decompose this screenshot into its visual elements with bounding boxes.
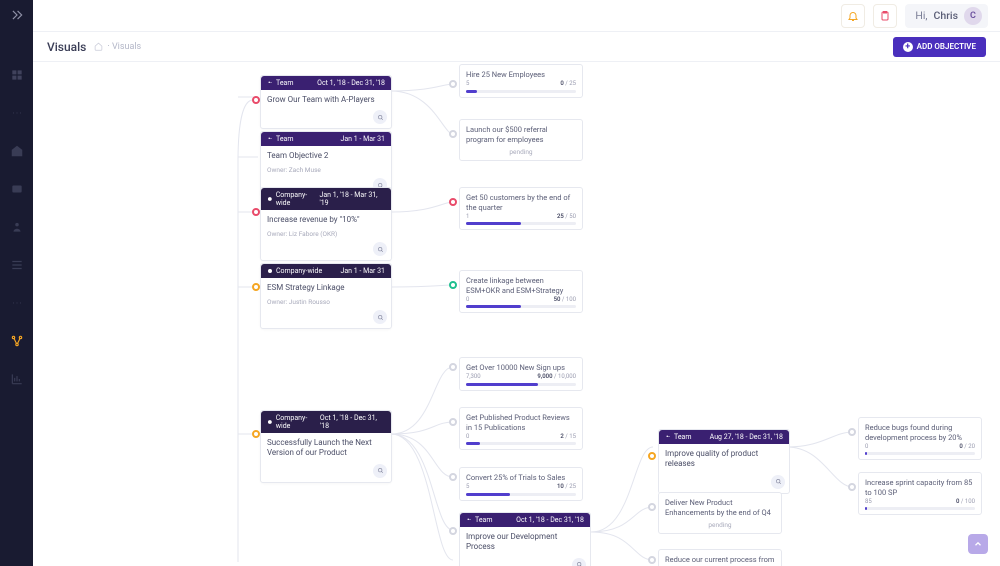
nav-dashboard-icon[interactable] (8, 66, 26, 84)
plus-icon: + (903, 42, 913, 52)
objective-card[interactable]: Company-wideJan 1, '18 - Mar 31, '19 Inc… (260, 187, 392, 261)
nav-item-4[interactable] (8, 180, 26, 198)
key-result-card[interactable]: Hire 25 New Employees 50 / 25 (459, 64, 583, 98)
status-dot (252, 283, 260, 291)
zoom-button[interactable] (373, 110, 387, 124)
team-icon (267, 80, 273, 86)
status-dot (449, 473, 457, 481)
breadcrumb-text: · Visuals (107, 42, 141, 52)
key-result-card[interactable]: Get Published Product Reviews in 15 Publ… (459, 407, 583, 450)
key-result-card[interactable]: Increase sprint capacity from 85 to 100 … (858, 472, 982, 515)
zoom-button[interactable] (373, 310, 387, 324)
nav-item-6[interactable] (8, 256, 26, 274)
objective-card[interactable]: TeamOct 1, '18 - Dec 31, '18 Grow Our Te… (260, 75, 392, 129)
company-icon (267, 196, 273, 202)
key-result-card[interactable]: Create linkage between ESM+OKR and ESM+S… (459, 270, 583, 313)
nav-item-2[interactable] (8, 104, 26, 122)
team-icon (267, 136, 273, 142)
status-dot (252, 208, 260, 216)
company-icon (267, 268, 273, 274)
scroll-top-button[interactable] (968, 534, 988, 554)
objective-card[interactable]: TeamAug 27, '18 - Dec 31, '18 Improve qu… (658, 429, 790, 494)
breadcrumb[interactable]: · Visuals (94, 42, 141, 52)
status-dot (648, 556, 656, 564)
key-result-card[interactable]: Convert 25% of Trials to Sales 510 / 25 (459, 467, 583, 501)
notifications-button[interactable] (841, 4, 865, 28)
status-dot (449, 418, 457, 426)
page-header: Visuals · Visuals + ADD OBJECTIVE (33, 32, 1000, 62)
main-area: Hi, Chris C Visuals · Visuals + ADD OBJE… (33, 0, 1000, 566)
zoom-button[interactable] (373, 242, 387, 256)
status-dot (449, 130, 457, 138)
status-dot (449, 80, 457, 88)
topbar: Hi, Chris C (33, 0, 1000, 32)
zoom-button[interactable] (771, 475, 785, 489)
status-dot (449, 281, 457, 289)
key-result-card[interactable]: Get 50 customers by the end of the quart… (459, 187, 583, 230)
status-dot (449, 198, 457, 206)
objective-card[interactable]: Company-wideJan 1 - Mar 31 ESM Strategy … (260, 263, 392, 329)
home-icon (94, 42, 103, 51)
status-dot (648, 452, 656, 460)
nav-item-5[interactable] (8, 218, 26, 236)
key-result-card[interactable]: Launch our $500 referral program for emp… (459, 119, 583, 161)
zoom-button[interactable] (373, 464, 387, 478)
nav-item-9[interactable] (8, 370, 26, 388)
add-objective-button[interactable]: + ADD OBJECTIVE (893, 37, 986, 57)
tasks-button[interactable] (873, 4, 897, 28)
sidebar-collapse-toggle[interactable] (10, 8, 24, 26)
avatar: C (964, 7, 982, 25)
team-icon (466, 517, 472, 523)
okr-canvas[interactable]: TeamOct 1, '18 - Dec 31, '18 Grow Our Te… (33, 62, 1000, 566)
add-button-label: ADD OBJECTIVE (917, 42, 976, 51)
page-title: Visuals (47, 40, 86, 54)
nav-visuals-icon[interactable] (8, 332, 26, 350)
key-result-card[interactable]: Reduce our current process from (658, 549, 782, 566)
status-dot (252, 96, 260, 104)
objective-card[interactable]: TeamOct 1, '18 - Dec 31, '18 Improve our… (459, 512, 591, 566)
sidebar (0, 0, 33, 566)
user-menu[interactable]: Hi, Chris C (905, 4, 988, 28)
company-icon (267, 419, 273, 425)
nav-item-3[interactable] (8, 142, 26, 160)
status-dot (449, 363, 457, 371)
key-result-card[interactable]: Deliver New Product Enhancements by the … (658, 492, 782, 534)
greeting-text: Hi, (915, 9, 927, 22)
status-dot (449, 527, 457, 535)
status-dot (648, 503, 656, 511)
objective-card[interactable]: Company-wideOct 1, '18 - Dec 31, '18 Suc… (260, 410, 392, 483)
status-dot (252, 430, 260, 438)
status-dot (848, 483, 856, 491)
zoom-button[interactable] (572, 558, 586, 566)
nav-item-7[interactable] (8, 294, 26, 312)
user-name: Chris (934, 9, 958, 22)
status-dot (848, 428, 856, 436)
team-icon (665, 434, 671, 440)
key-result-card[interactable]: Get Over 10000 New Sign ups 7,3009,000 /… (459, 357, 583, 391)
key-result-card[interactable]: Reduce bugs found during development pro… (858, 417, 982, 460)
